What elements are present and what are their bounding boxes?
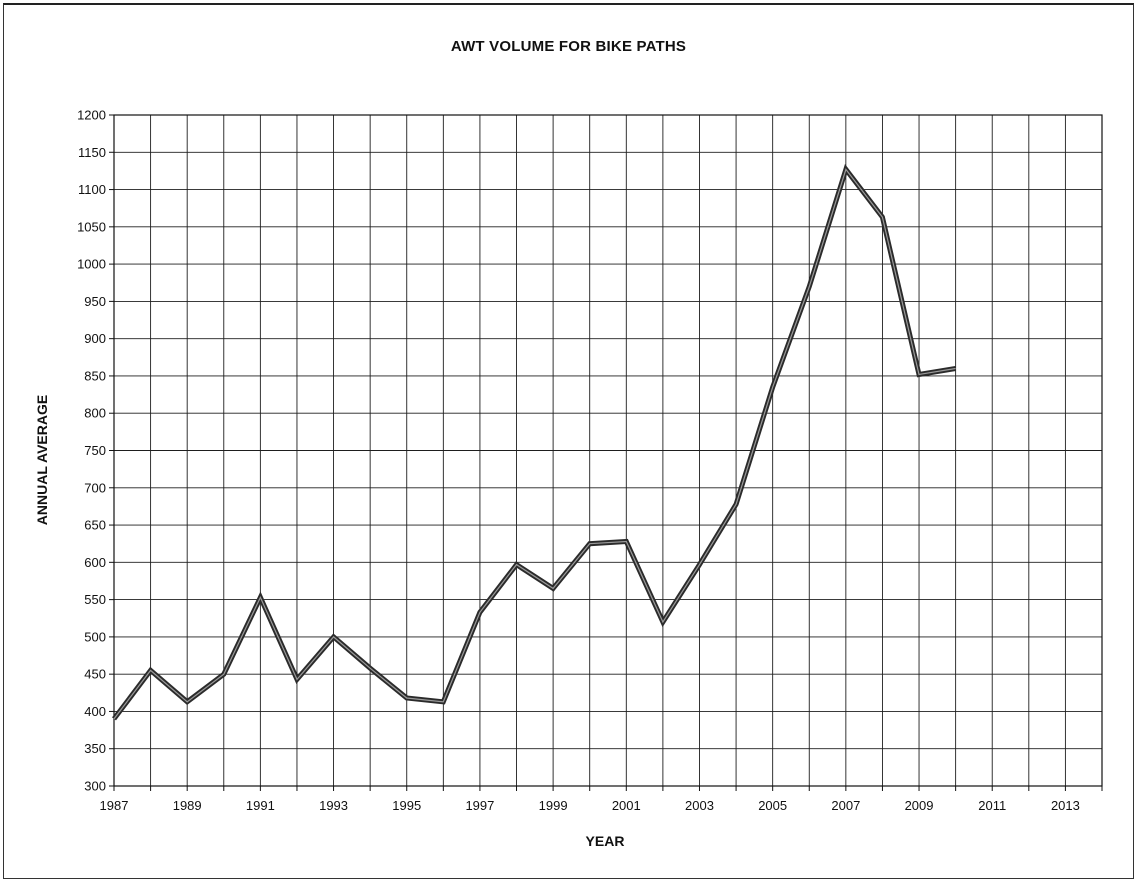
- x-axis-title: YEAR: [586, 833, 625, 849]
- y-tick-label: 1150: [78, 145, 106, 160]
- axes: [109, 114, 1103, 791]
- y-tick-label: 400: [84, 704, 106, 719]
- y-tick-label: 950: [84, 294, 106, 309]
- series-line-inner: [113, 168, 956, 720]
- y-tick-label: 750: [84, 443, 106, 458]
- y-tick-label: 600: [84, 555, 106, 570]
- x-tick-label: 1997: [465, 798, 494, 813]
- y-tick-label: 450: [84, 667, 106, 682]
- y-tick-label: 650: [84, 518, 106, 533]
- x-tick-label: 2013: [1051, 798, 1080, 813]
- y-tick-label: 1100: [78, 182, 106, 197]
- chart-frame: [3, 3, 1134, 879]
- x-tick-label: 1987: [100, 798, 129, 813]
- plot-area-border: [113, 114, 1103, 787]
- y-tick-label: 850: [84, 368, 106, 383]
- chart-title: AWT VOLUME FOR BIKE PATHS: [450, 38, 687, 55]
- y-tick-label: 1200: [77, 108, 106, 123]
- y-tick-label: 1000: [77, 257, 106, 272]
- x-tick-label: 1995: [392, 798, 421, 813]
- grid: [113, 114, 1103, 787]
- x-tick-label: 1991: [246, 798, 275, 813]
- x-tick-label: 2005: [758, 798, 787, 813]
- x-tick-label: 1993: [319, 798, 348, 813]
- y-tick-label: 700: [84, 480, 106, 495]
- x-tick-label: 2009: [905, 798, 934, 813]
- x-tick-label: 2001: [612, 798, 641, 813]
- x-tick-label: 2011: [978, 798, 1006, 813]
- tick-labels: 300 350 400 450 500 550 600 650 700 750 800 850 900 9…: [77, 108, 1080, 814]
- x-tick-label: 2003: [685, 798, 714, 813]
- x-tick-label: 2007: [831, 798, 860, 813]
- series: [112, 164, 957, 721]
- x-tick-label: 1999: [539, 798, 568, 813]
- y-tick-label: 900: [84, 331, 106, 346]
- y-tick-label: 300: [84, 779, 106, 794]
- y-tick-label: 500: [84, 629, 106, 644]
- y-tick-label: 550: [84, 592, 106, 607]
- y-tick-label: 350: [84, 741, 106, 756]
- y-axis-title: ANNUAL AVERAGE: [34, 395, 50, 525]
- y-tick-label: 1050: [77, 219, 106, 234]
- y-tick-label: 800: [84, 406, 106, 421]
- x-tick-label: 1989: [173, 798, 202, 813]
